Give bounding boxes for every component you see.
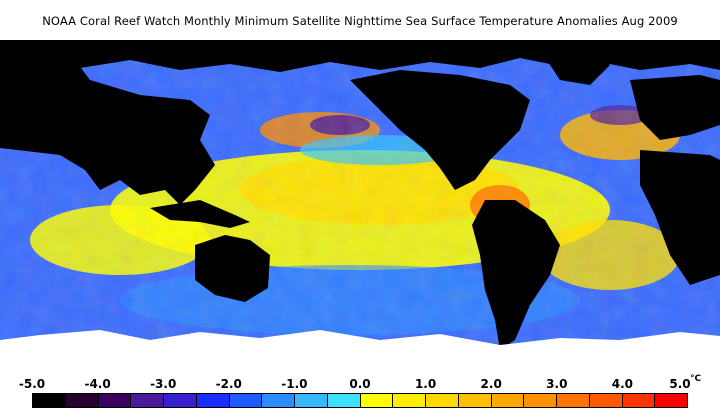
legend-unit-label: °C bbox=[690, 374, 702, 384]
legend-swatch bbox=[295, 394, 328, 407]
legend-tick-label: -2.0 bbox=[215, 377, 242, 391]
land-layer bbox=[0, 40, 720, 350]
legend-swatch bbox=[131, 394, 164, 407]
legend-swatch bbox=[524, 394, 557, 407]
legend-swatch bbox=[164, 394, 197, 407]
greenland bbox=[540, 45, 610, 85]
legend-tick-label: -5.0 bbox=[18, 377, 46, 391]
legend-swatch bbox=[33, 394, 66, 407]
legend-tick-label: -4.0 bbox=[84, 377, 111, 391]
legend-swatch bbox=[393, 394, 426, 407]
legend-tick-label: 4.0 bbox=[611, 377, 634, 391]
australia bbox=[195, 235, 270, 302]
asia-landmass bbox=[0, 40, 215, 205]
sst-anomaly-map bbox=[0, 40, 720, 368]
arctic-land bbox=[0, 40, 720, 72]
legend-tick-label: -3.0 bbox=[150, 377, 177, 391]
antarctic-ice bbox=[0, 330, 720, 368]
legend-swatch bbox=[622, 394, 656, 407]
legend-swatch bbox=[458, 394, 492, 407]
north-america bbox=[350, 70, 530, 190]
legend-swatch bbox=[98, 394, 132, 407]
legend-swatch bbox=[65, 394, 99, 407]
legend-tick-labels: -5.0 -4.0 -3.0 -2.0 -1.0 0.0 1.0 2.0 3.0 4.0 5.0 °C bbox=[0, 374, 720, 393]
africa bbox=[640, 150, 720, 285]
legend-tick-label: 1.0 bbox=[414, 377, 437, 391]
legend-tick-label: -1.0 bbox=[281, 377, 308, 391]
legend-tick-label: 5.0 bbox=[669, 377, 691, 391]
legend-swatch bbox=[229, 394, 263, 407]
legend-swatch bbox=[426, 394, 459, 407]
legend-swatch bbox=[491, 394, 525, 407]
indonesia-islands bbox=[150, 200, 250, 228]
legend-tick-label: 3.0 bbox=[546, 377, 568, 391]
europe bbox=[630, 75, 720, 140]
legend-tick-label: 2.0 bbox=[480, 377, 502, 391]
legend-swatch bbox=[360, 394, 394, 407]
legend-swatch bbox=[655, 394, 687, 407]
map-title: NOAA Coral Reef Watch Monthly Minimum Sa… bbox=[42, 14, 678, 28]
legend-swatch bbox=[589, 394, 623, 407]
legend-swatch bbox=[557, 394, 590, 407]
south-america bbox=[472, 200, 560, 350]
legend-swatch bbox=[262, 394, 295, 407]
legend-tick-label: 0.0 bbox=[349, 377, 371, 391]
legend-color-bar bbox=[32, 393, 688, 408]
legend-swatch bbox=[327, 394, 361, 407]
legend-swatch bbox=[196, 394, 230, 407]
